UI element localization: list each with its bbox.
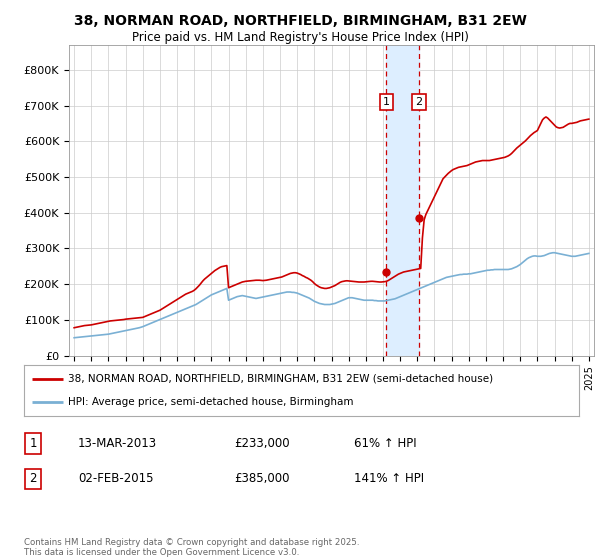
Text: 1: 1	[383, 97, 390, 107]
Text: £233,000: £233,000	[234, 437, 290, 450]
Text: 2: 2	[29, 472, 37, 486]
Text: 02-FEB-2015: 02-FEB-2015	[78, 472, 154, 486]
Text: 2: 2	[415, 97, 422, 107]
Text: £385,000: £385,000	[234, 472, 290, 486]
Text: 141% ↑ HPI: 141% ↑ HPI	[354, 472, 424, 486]
Text: 13-MAR-2013: 13-MAR-2013	[78, 437, 157, 450]
Text: 38, NORMAN ROAD, NORTHFIELD, BIRMINGHAM, B31 2EW: 38, NORMAN ROAD, NORTHFIELD, BIRMINGHAM,…	[74, 14, 526, 28]
Text: 61% ↑ HPI: 61% ↑ HPI	[354, 437, 416, 450]
Bar	[386, 45, 419, 356]
Text: 1: 1	[29, 437, 37, 450]
Text: HPI: Average price, semi-detached house, Birmingham: HPI: Average price, semi-detached house,…	[68, 397, 354, 407]
Text: Price paid vs. HM Land Registry's House Price Index (HPI): Price paid vs. HM Land Registry's House …	[131, 31, 469, 44]
Text: Contains HM Land Registry data © Crown copyright and database right 2025.
This d: Contains HM Land Registry data © Crown c…	[24, 538, 359, 557]
Text: 38, NORMAN ROAD, NORTHFIELD, BIRMINGHAM, B31 2EW (semi-detached house): 38, NORMAN ROAD, NORTHFIELD, BIRMINGHAM,…	[68, 374, 494, 384]
